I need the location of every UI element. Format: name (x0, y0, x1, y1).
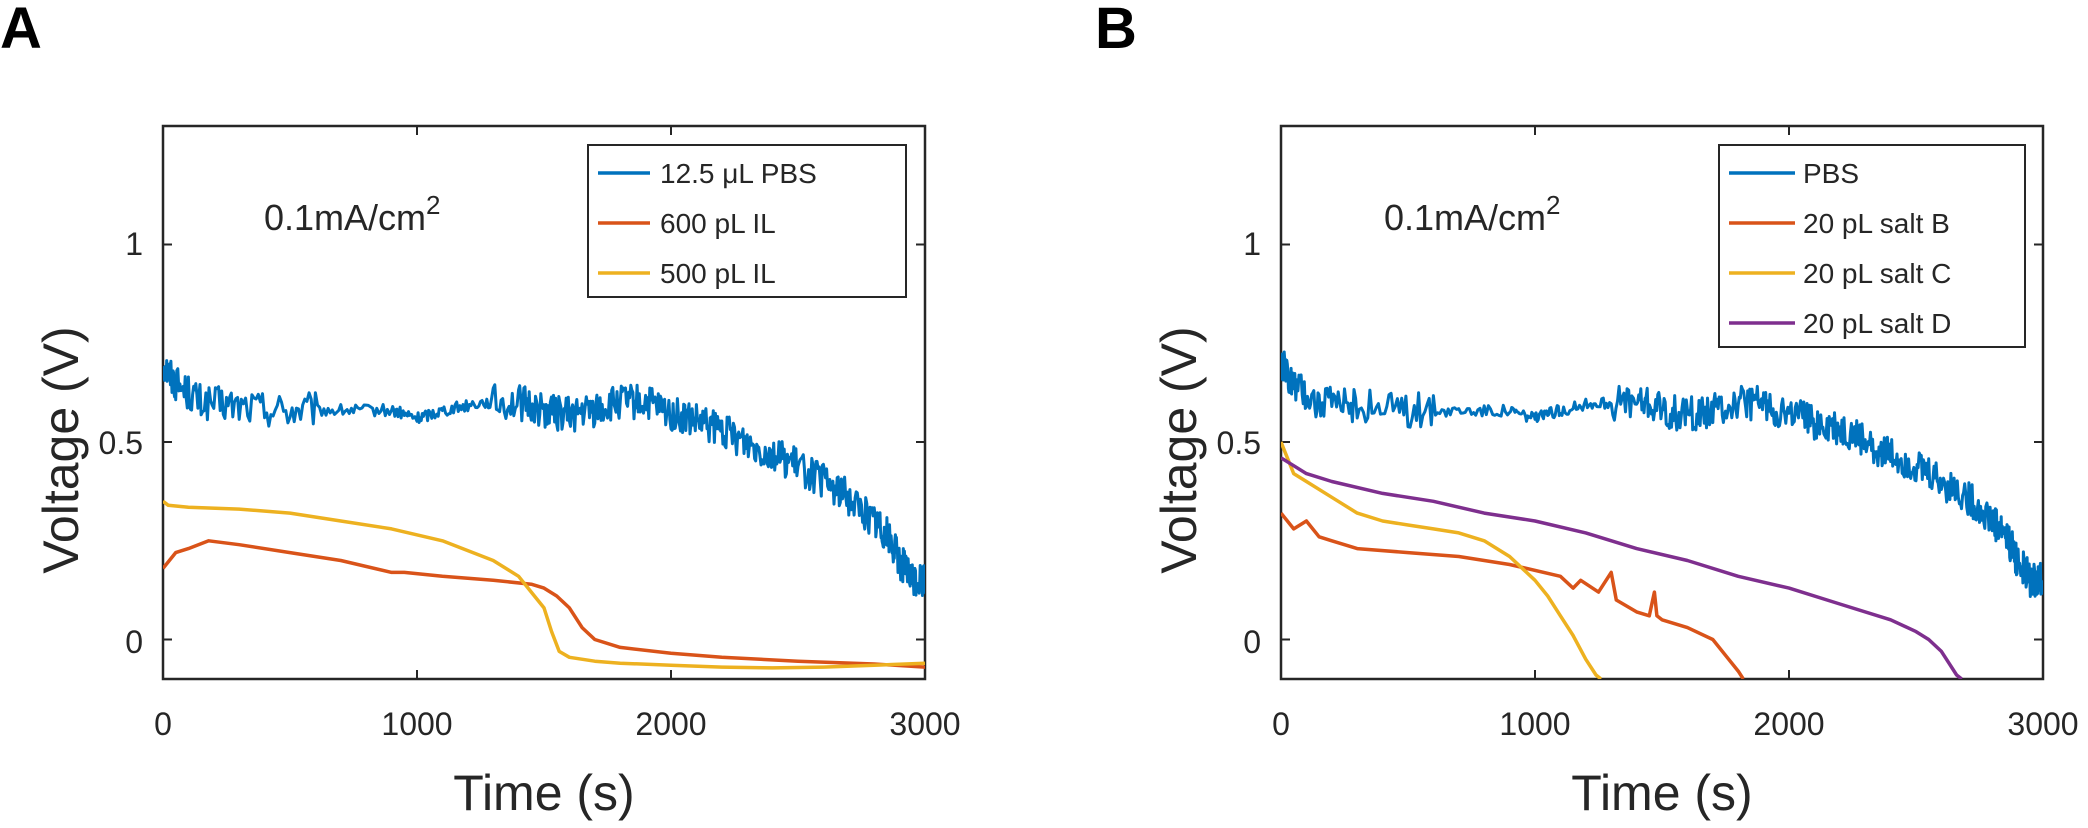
legend-label-b-2: 20 pL salt C (1803, 258, 1951, 289)
xtick-label-b-3: 3000 (2007, 706, 2078, 742)
legend-box-b (1718, 144, 2026, 348)
ytick-label-a-2: 1 (125, 226, 143, 262)
ytick-label-b-0: 0 (1243, 624, 1261, 660)
annotation-text-a: 0.1mA/cm (264, 197, 426, 238)
current-density-annotation-b: 0.1mA/cm2 (1384, 190, 1561, 238)
ytick-label-a-0: 0 (125, 624, 143, 660)
xtick-label-b-2: 2000 (1753, 706, 1824, 742)
xtick-label-b-1: 1000 (1499, 706, 1570, 742)
annotation-superscript-b: 2 (1546, 190, 1560, 220)
series-line-a-2 (163, 499, 925, 670)
legend-b: PBS 20 pL salt B 20 pL salt C 20 pL salt… (1718, 144, 2026, 348)
series-group-a (162, 126, 926, 679)
ytick-label-a-1: 0.5 (99, 425, 143, 461)
current-density-annotation-a: 0.1mA/cm2 (264, 190, 441, 238)
panel-letter-a: A (0, 0, 42, 61)
series-line-b-0 (1281, 350, 2043, 598)
series-line-b-3 (1281, 456, 1963, 679)
panel-letter-b: B (1095, 0, 1137, 61)
y-axis-label-a: Voltage (V) (33, 326, 89, 573)
annotation-text-b: 0.1mA/cm (1384, 197, 1546, 238)
xtick-label-a-2: 2000 (635, 706, 706, 742)
panel-a: A 0 0.5 1 0 1000 2000 3000 Time (s) Volt… (0, 0, 961, 821)
series-line-a-0 (163, 359, 925, 597)
series-line-a-1 (163, 539, 925, 669)
panel-b: B 0 0.5 1 0 1000 2000 3000 Time (s) Volt… (1095, 0, 2079, 821)
legend-a: 12.5 μL PBS 600 pL IL 500 pL IL (587, 144, 907, 298)
legend-label-b-1: 20 pL salt B (1803, 208, 1950, 239)
legend-label-b-3: 20 pL salt D (1803, 308, 1951, 339)
x-axis-label-a: Time (s) (453, 765, 634, 821)
y-axis-label-b: Voltage (V) (1151, 326, 1207, 573)
legend-label-a-0: 12.5 μL PBS (660, 158, 817, 189)
xtick-label-a-1: 1000 (381, 706, 452, 742)
legend-box-a (587, 144, 907, 298)
xtick-label-b-0: 0 (1272, 706, 1290, 742)
xtick-label-a-0: 0 (154, 706, 172, 742)
annotation-superscript-a: 2 (426, 190, 440, 220)
x-axis-label-b: Time (s) (1571, 765, 1752, 821)
series-group-b (1280, 126, 2044, 679)
xtick-label-a-3: 3000 (889, 706, 960, 742)
legend-label-a-2: 500 pL IL (660, 258, 776, 289)
ytick-label-b-1: 0.5 (1217, 425, 1261, 461)
series-line-b-1 (1281, 512, 1745, 679)
series-line-b-2 (1281, 441, 1603, 679)
legend-label-a-1: 600 pL IL (660, 208, 776, 239)
ytick-label-b-2: 1 (1243, 226, 1261, 262)
legend-label-b-0: PBS (1803, 158, 1859, 189)
